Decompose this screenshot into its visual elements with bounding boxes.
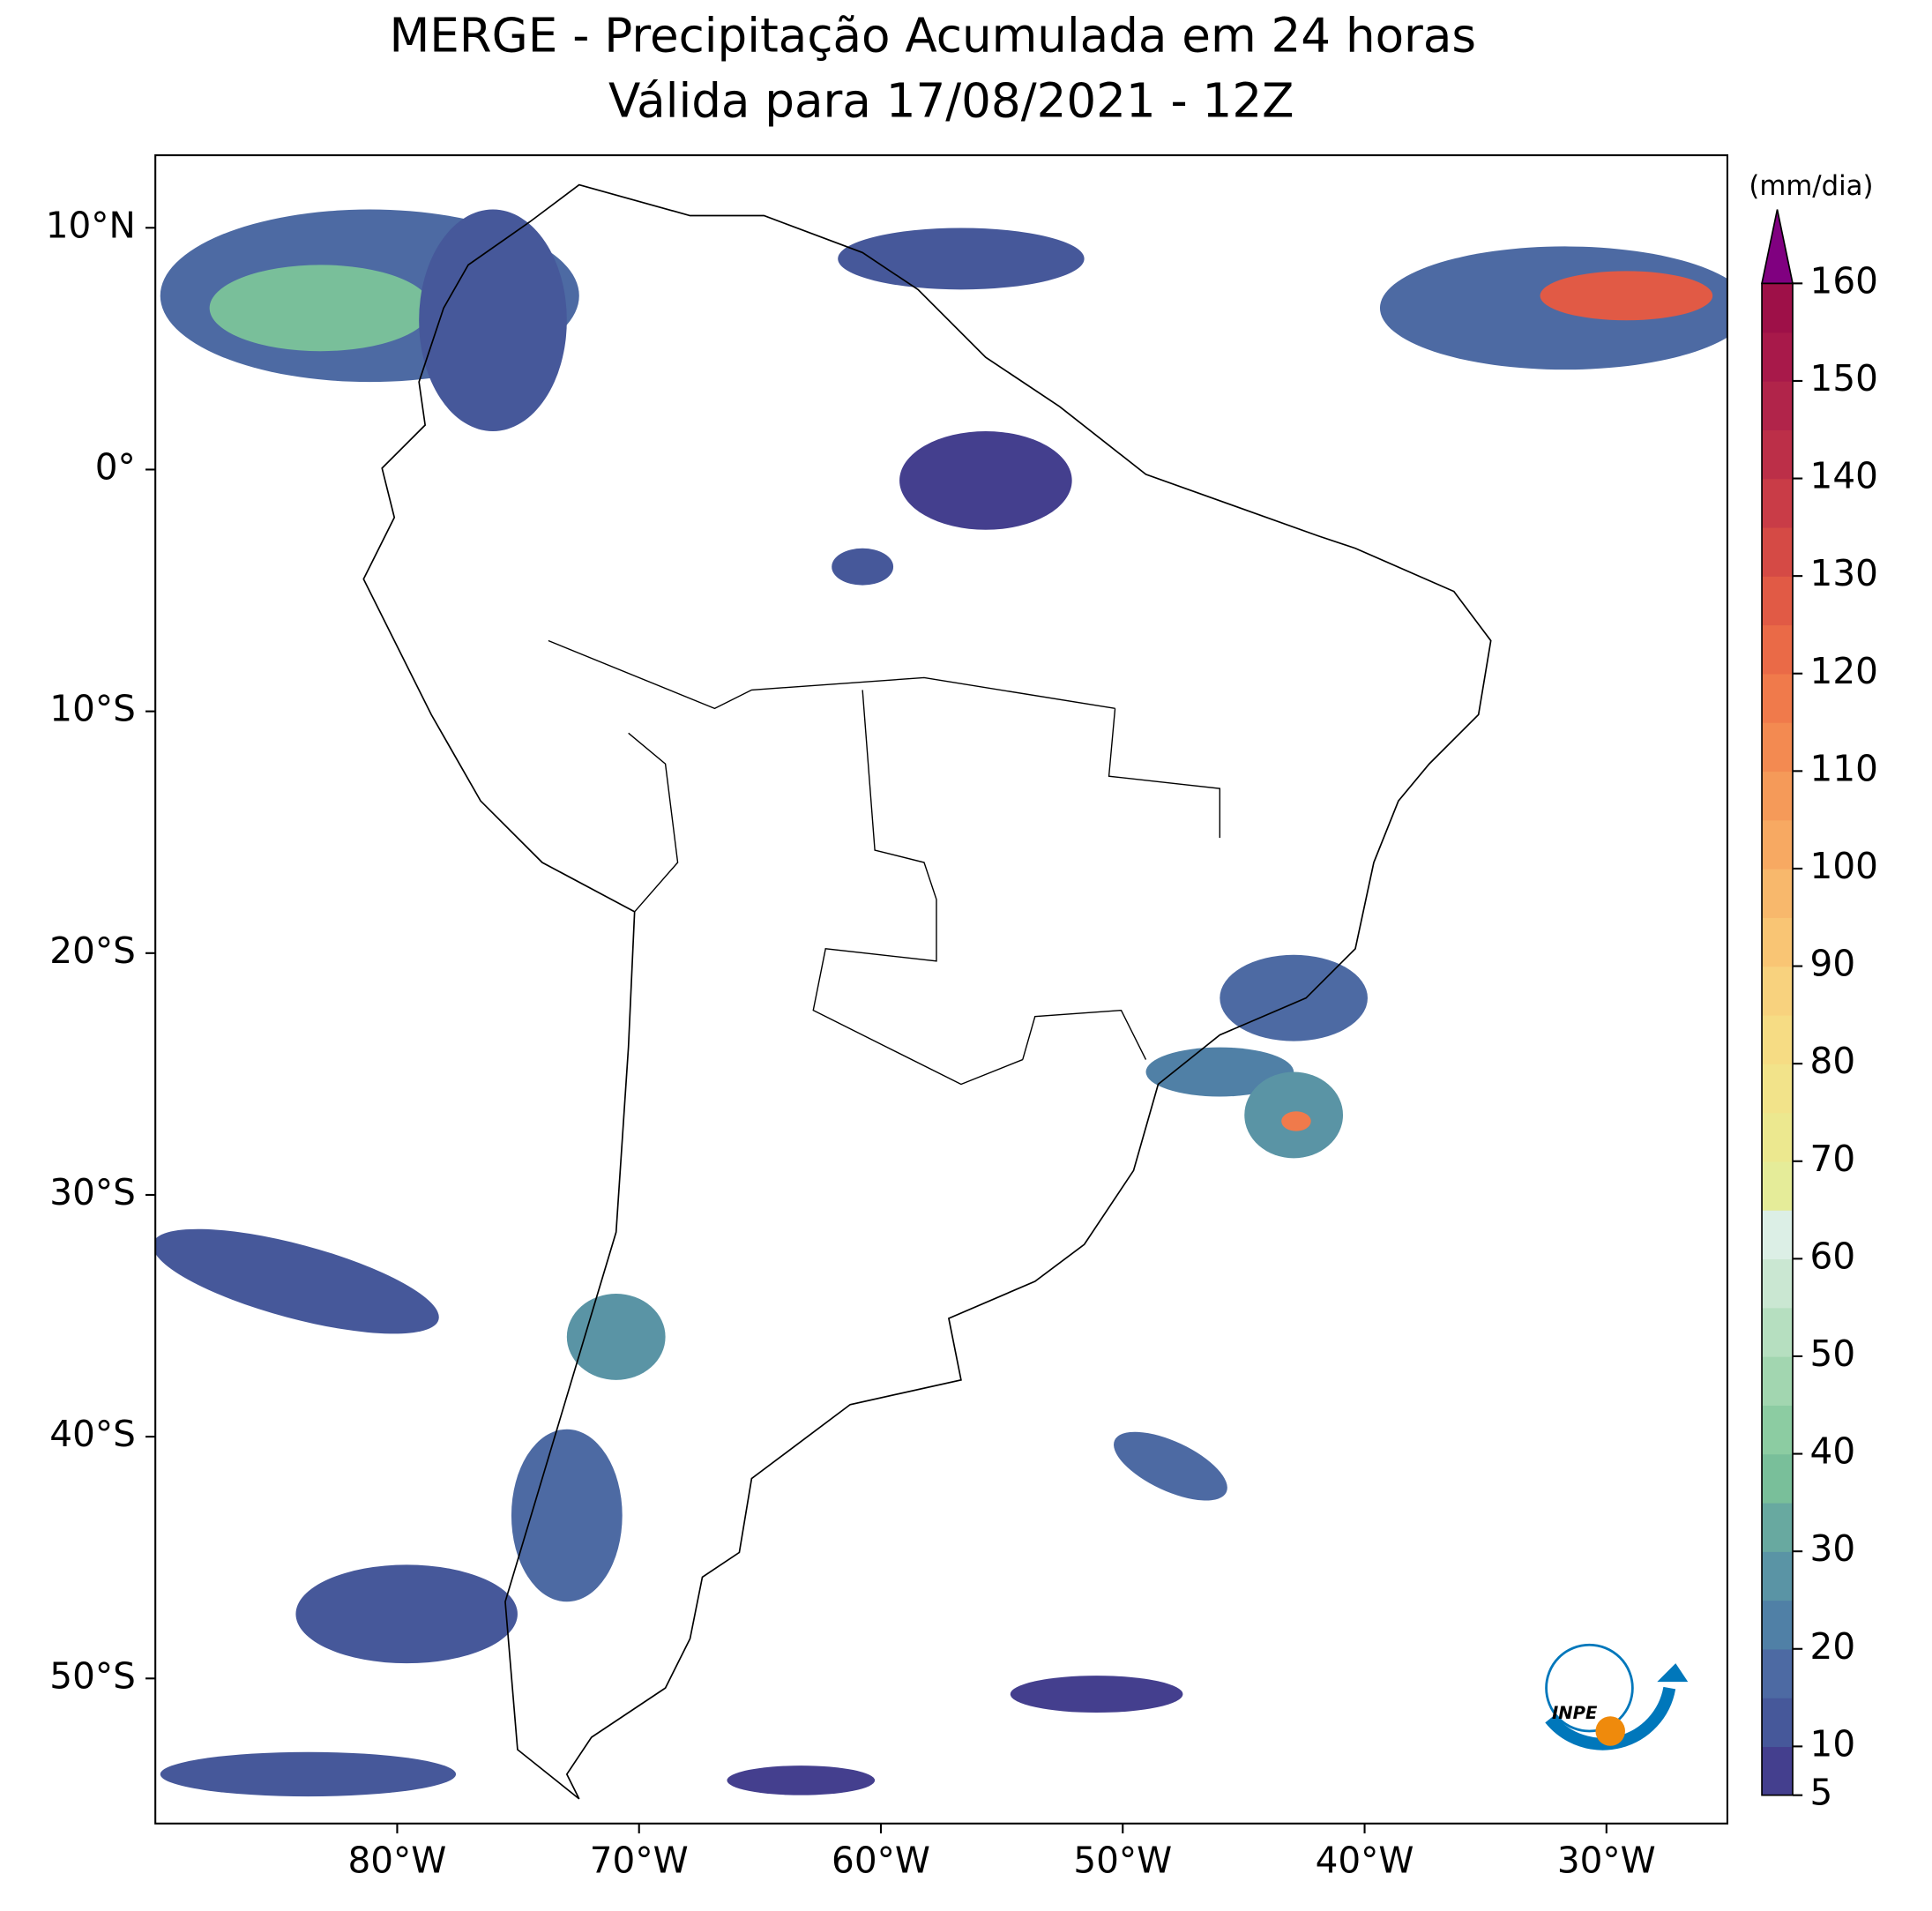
colorbar-band bbox=[1762, 1648, 1793, 1698]
colorbar-tick-label: 40 bbox=[1810, 1430, 1856, 1473]
rain-area bbox=[838, 228, 1085, 290]
rain-area bbox=[1540, 271, 1713, 321]
x-tick-label: 70°W bbox=[590, 1840, 689, 1882]
colorbar-band bbox=[1762, 283, 1793, 333]
y-tick-label: 10°N bbox=[46, 204, 136, 246]
rain-area bbox=[160, 1751, 457, 1797]
colorbar-tick-label: 5 bbox=[1810, 1772, 1833, 1814]
map-frame bbox=[154, 153, 1728, 1825]
colorbar-band bbox=[1762, 576, 1793, 626]
colorbar-band bbox=[1762, 1014, 1793, 1064]
colorbar-band bbox=[1762, 1210, 1793, 1260]
colorbar-band bbox=[1762, 868, 1793, 918]
colorbar-frame bbox=[1761, 282, 1794, 1796]
colorbar-band bbox=[1762, 1551, 1793, 1601]
rain-area bbox=[832, 548, 894, 586]
coastline bbox=[362, 183, 1492, 1800]
y-tick-label: 50°S bbox=[49, 1654, 136, 1697]
colorbar-tick-label: 110 bbox=[1810, 747, 1878, 789]
x-tick-label: 30°W bbox=[1557, 1840, 1656, 1882]
colorbar-band bbox=[1762, 332, 1793, 382]
logo-ring bbox=[1545, 1643, 1634, 1733]
rain-area bbox=[1010, 1676, 1183, 1713]
y-tick-label: 20°S bbox=[49, 929, 136, 972]
x-tick-label: 80°W bbox=[348, 1840, 447, 1882]
rain-area bbox=[566, 1294, 666, 1380]
colorbar-tick-label: 80 bbox=[1810, 1040, 1856, 1082]
colorbar-band bbox=[1762, 1405, 1793, 1455]
colorbar-band bbox=[1762, 966, 1793, 1016]
rain-area bbox=[1114, 1431, 1227, 1501]
rain-area bbox=[727, 1765, 876, 1795]
colorbar-band bbox=[1762, 380, 1793, 430]
rain-area bbox=[899, 431, 1072, 530]
colorbar-band bbox=[1762, 1258, 1793, 1309]
logo-arrow bbox=[1657, 1663, 1689, 1683]
colorbar-band bbox=[1762, 771, 1793, 821]
colorbar-tick-label: 20 bbox=[1810, 1625, 1856, 1668]
colorbar-band bbox=[1762, 917, 1793, 967]
colorbar-tick-label: 30 bbox=[1810, 1527, 1856, 1570]
subtitle: Válida para 17/08/2021 - 12Z bbox=[608, 74, 1294, 129]
colorbar-band bbox=[1762, 722, 1793, 773]
colorbar-band bbox=[1762, 1746, 1793, 1796]
colorbar-band bbox=[1762, 429, 1793, 480]
logo-dot bbox=[1595, 1716, 1625, 1746]
rain-area bbox=[511, 1429, 623, 1602]
colorbar-band bbox=[1762, 673, 1793, 723]
x-tick-label: 60°W bbox=[832, 1840, 930, 1882]
y-tick-label: 30°S bbox=[49, 1171, 136, 1213]
rain-area bbox=[209, 265, 432, 352]
y-tick-label: 0° bbox=[95, 445, 136, 488]
colorbar-band bbox=[1762, 1600, 1793, 1650]
precipitation-field bbox=[155, 183, 1727, 1800]
borders bbox=[548, 639, 1221, 1086]
colorbar-tick-label: 130 bbox=[1810, 552, 1878, 594]
colorbar-band bbox=[1762, 1453, 1793, 1504]
colorbar-tick-label: 60 bbox=[1810, 1235, 1856, 1277]
colorbar-band bbox=[1762, 478, 1793, 528]
colorbar-tick-label: 90 bbox=[1810, 943, 1856, 985]
x-tick-label: 40°W bbox=[1316, 1840, 1414, 1882]
colorbar-tick-label: 50 bbox=[1810, 1332, 1856, 1375]
colorbar-tick-label: 140 bbox=[1810, 455, 1878, 497]
rain-area bbox=[295, 1564, 518, 1664]
colorbar-tick-label: 10 bbox=[1810, 1722, 1856, 1765]
colorbar-band bbox=[1762, 1502, 1793, 1552]
colorbar-band bbox=[1762, 624, 1793, 675]
logo-text: INPE bbox=[1552, 1703, 1598, 1723]
colorbar-band bbox=[1762, 1698, 1793, 1748]
colorbar-band bbox=[1762, 1355, 1793, 1406]
colorbar-tick-label: 120 bbox=[1810, 650, 1878, 692]
colorbar-band bbox=[1762, 1307, 1793, 1357]
colorbar-band bbox=[1762, 1161, 1793, 1211]
colorbar-label: (mm/dia) bbox=[1749, 170, 1873, 202]
rain-area bbox=[419, 209, 567, 432]
rain-area bbox=[1281, 1111, 1311, 1131]
title: MERGE - Precipitação Acumulada em 24 hor… bbox=[389, 9, 1476, 63]
colorbar-band bbox=[1762, 1112, 1793, 1162]
inpe-logo: INPE bbox=[1545, 1643, 1689, 1751]
y-tick-label: 40°S bbox=[49, 1413, 136, 1455]
x-tick-label: 50°W bbox=[1073, 1840, 1172, 1882]
colorbar-band bbox=[1762, 526, 1793, 577]
colorbar-extension bbox=[1761, 209, 1794, 285]
colorbar-tick-label: 150 bbox=[1810, 357, 1878, 399]
rain-area bbox=[155, 1228, 439, 1334]
y-tick-label: 10°S bbox=[49, 688, 136, 730]
colorbar-tick-label: 70 bbox=[1810, 1138, 1856, 1180]
colorbar-band bbox=[1762, 819, 1793, 870]
rain-area bbox=[1145, 1047, 1294, 1097]
rain-area bbox=[1220, 954, 1368, 1041]
colorbar-tick-label: 160 bbox=[1810, 259, 1878, 302]
colorbar-tick-label: 100 bbox=[1810, 845, 1878, 887]
colorbar-band bbox=[1762, 1064, 1793, 1114]
map-area bbox=[154, 153, 1728, 1825]
